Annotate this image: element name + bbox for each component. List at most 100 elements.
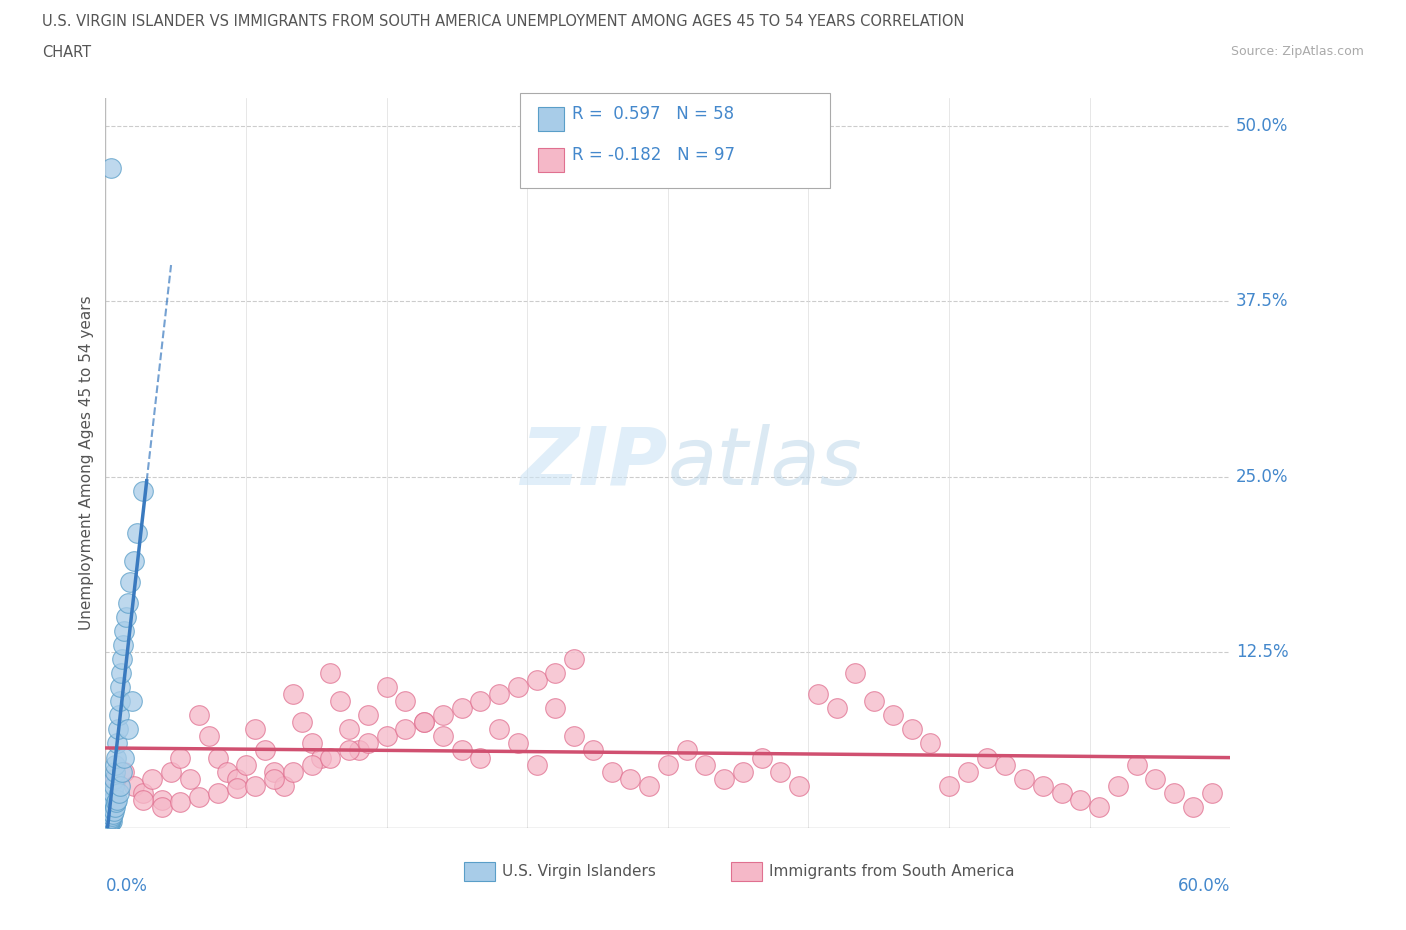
Point: [675, 743, 697, 758]
Text: 12.5%: 12.5%: [1236, 644, 1288, 661]
Point: [108, 694, 131, 709]
Point: [111, 652, 134, 667]
Point: [1032, 778, 1054, 793]
Point: [100, 810, 122, 825]
Point: [169, 795, 191, 810]
Point: [225, 781, 247, 796]
Point: [104, 751, 127, 765]
Point: [301, 736, 323, 751]
Point: [309, 751, 332, 765]
Point: [1088, 799, 1111, 814]
Point: [281, 687, 304, 702]
Point: [432, 729, 454, 744]
Point: [197, 729, 219, 744]
Text: Immigrants from South America: Immigrants from South America: [769, 864, 1015, 879]
Point: [319, 751, 342, 765]
Point: [769, 764, 792, 779]
Point: [105, 736, 128, 751]
Point: [375, 729, 398, 744]
Point: [98, 813, 121, 828]
Point: [470, 694, 492, 709]
Point: [488, 687, 510, 702]
Point: [105, 792, 128, 807]
Point: [863, 694, 886, 709]
Point: [825, 701, 848, 716]
Point: [920, 736, 942, 751]
Point: [97, 817, 120, 832]
Point: [169, 751, 191, 765]
Point: [107, 722, 129, 737]
Point: [112, 638, 135, 653]
Point: [98, 813, 121, 828]
Point: [103, 804, 125, 818]
Point: [103, 785, 125, 800]
Point: [104, 771, 127, 786]
Point: [1012, 771, 1035, 786]
Point: [1069, 792, 1091, 807]
Point: [117, 722, 139, 737]
Point: [544, 666, 567, 681]
Point: [544, 701, 567, 716]
Text: 0.0%: 0.0%: [105, 877, 148, 895]
Point: [127, 525, 149, 540]
Point: [347, 743, 370, 758]
Text: R =  0.597   N = 58: R = 0.597 N = 58: [572, 105, 734, 124]
Point: [97, 816, 120, 830]
Text: Source: ZipAtlas.com: Source: ZipAtlas.com: [1230, 45, 1364, 58]
Text: atlas: atlas: [668, 424, 863, 501]
Point: [956, 764, 979, 779]
Point: [329, 694, 352, 709]
Point: [101, 806, 124, 821]
Point: [235, 757, 257, 772]
Point: [101, 795, 124, 810]
Point: [600, 764, 623, 779]
Point: [110, 778, 132, 793]
Point: [413, 715, 436, 730]
Text: 25.0%: 25.0%: [1236, 468, 1288, 485]
Point: [101, 813, 124, 828]
Point: [976, 751, 998, 765]
Point: [713, 771, 735, 786]
Point: [118, 575, 141, 590]
Point: [97, 818, 120, 833]
Point: [107, 785, 129, 800]
Y-axis label: Unemployment Among Ages 45 to 54 years: Unemployment Among Ages 45 to 54 years: [79, 296, 94, 630]
Point: [110, 680, 132, 695]
Point: [217, 764, 239, 779]
Point: [657, 757, 679, 772]
Point: [160, 764, 183, 779]
Point: [101, 799, 124, 814]
Point: [207, 785, 229, 800]
Text: CHART: CHART: [42, 45, 91, 60]
Point: [150, 799, 173, 814]
Point: [844, 666, 866, 681]
Point: [281, 764, 304, 779]
Point: [101, 809, 124, 824]
Point: [245, 778, 267, 793]
Point: [110, 666, 132, 681]
Point: [98, 812, 121, 827]
Point: [104, 799, 127, 814]
Point: [141, 771, 163, 786]
Point: [301, 757, 323, 772]
Point: [225, 771, 247, 786]
Point: [263, 764, 285, 779]
Point: [111, 764, 134, 779]
Point: [506, 680, 529, 695]
Point: [112, 624, 135, 639]
Point: [882, 708, 904, 723]
Point: [104, 757, 127, 772]
Point: [100, 812, 122, 827]
Point: [115, 610, 138, 625]
Point: [319, 666, 342, 681]
Point: [562, 729, 585, 744]
Point: [357, 708, 380, 723]
Point: [97, 817, 120, 831]
Point: [188, 708, 211, 723]
Text: U.S. VIRGIN ISLANDER VS IMMIGRANTS FROM SOUTH AMERICA UNEMPLOYMENT AMONG AGES 45: U.S. VIRGIN ISLANDER VS IMMIGRANTS FROM …: [42, 14, 965, 29]
Point: [1125, 757, 1147, 772]
Point: [938, 778, 960, 793]
Point: [150, 792, 173, 807]
Point: [132, 792, 155, 807]
Point: [562, 652, 585, 667]
